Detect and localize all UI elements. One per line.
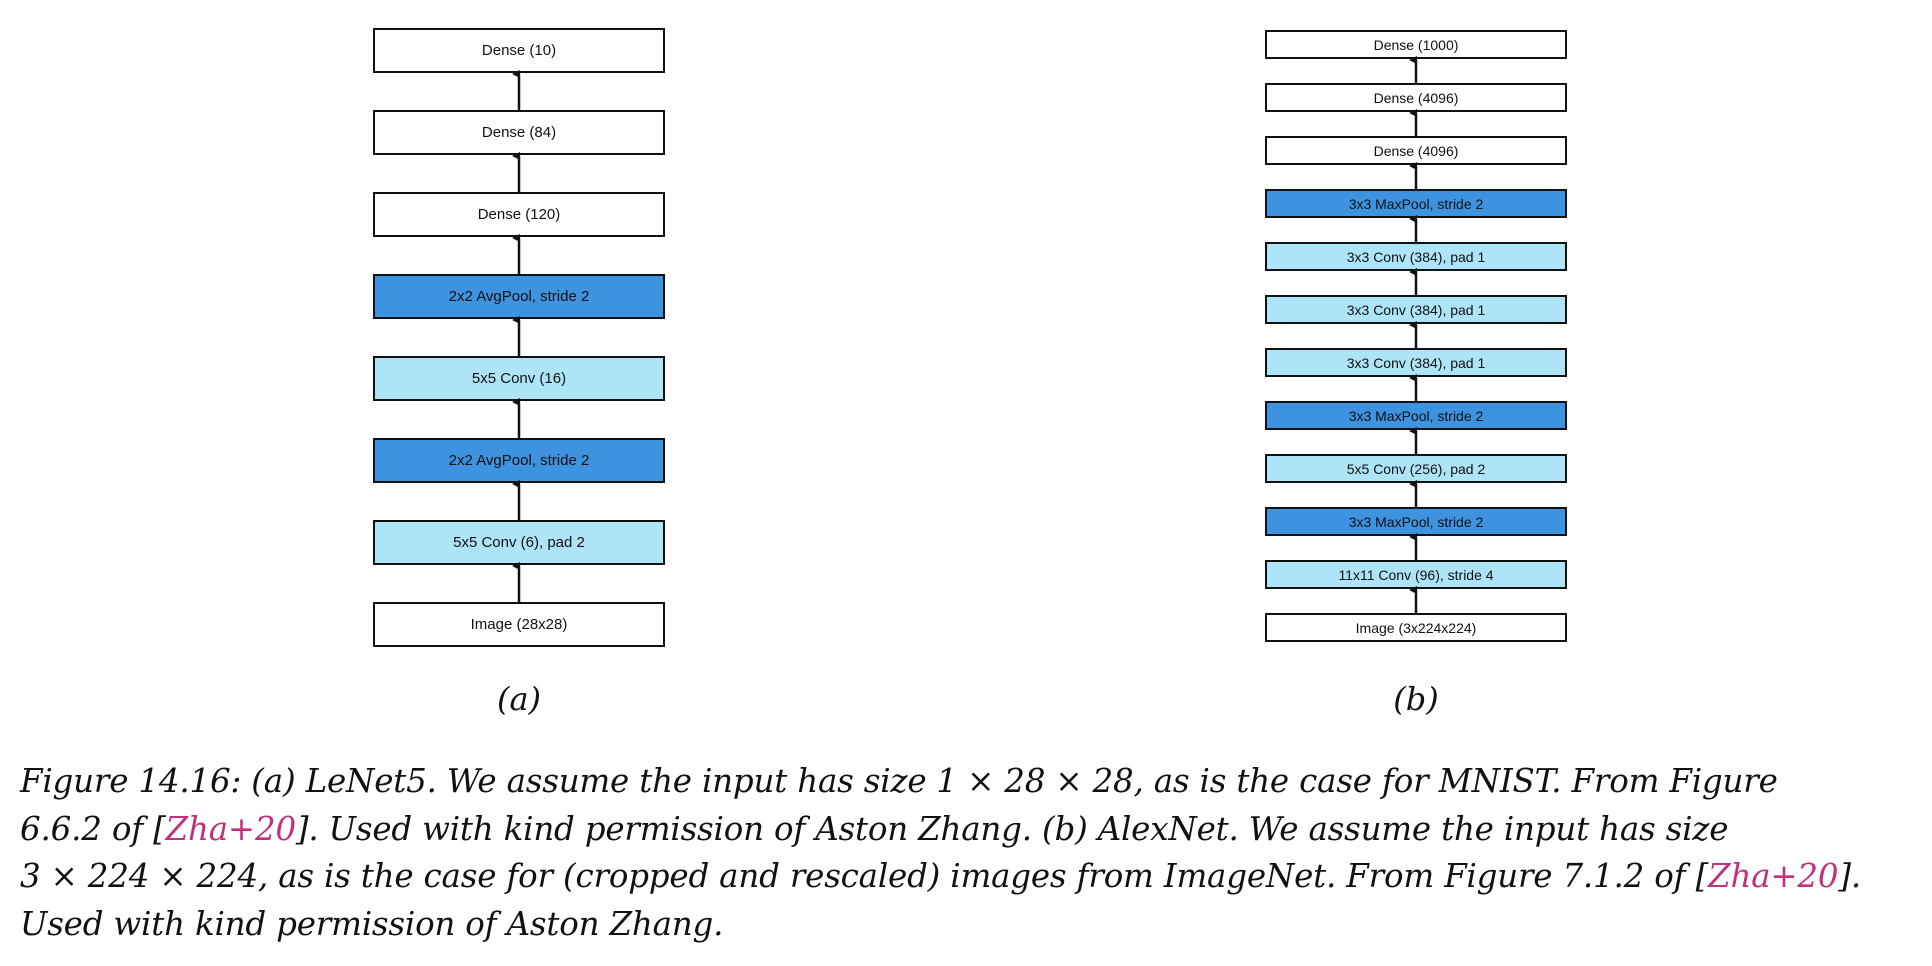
alexnet-layer-2: Dense (4096) [1265,83,1567,112]
lenet-layer-7: 5x5 Conv (6), pad 2 [373,520,665,565]
alexnet-layer-8: 3x3 MaxPool, stride 2 [1265,401,1567,430]
lenet-layer-4: 2x2 AvgPool, stride 2 [373,274,665,319]
lenet-layer-8: Image (28x28) [373,602,665,647]
citation-link[interactable]: Zha+20 [165,809,296,848]
caption-text: ]. [1838,857,1861,895]
alexnet-layer-5: 3x3 Conv (384), pad 1 [1265,242,1567,271]
figure-caption: Figure 14.16: (a) LeNet5. We assume the … [20,758,1915,948]
alexnet-layer-11: 11x11 Conv (96), stride 4 [1265,560,1567,589]
caption-text: ]. Used with kind permission of Aston Zh… [295,809,1729,848]
citation-link[interactable]: Zha+20 [1708,857,1839,895]
caption-text: 3 × 224 × 224, as is the case for (cropp… [20,857,1709,895]
alexnet-layer-4: 3x3 MaxPool, stride 2 [1265,189,1567,218]
alexnet-layer-6: 3x3 Conv (384), pad 1 [1265,295,1567,324]
caption-line-1: Figure 14.16: (a) LeNet5. We assume the … [20,762,1778,800]
caption-line-2: 6.6.2 of [Zha+20]. Used with kind permis… [20,806,1915,854]
alexnet-layer-10: 3x3 MaxPool, stride 2 [1265,507,1567,536]
lenet-layer-6: 2x2 AvgPool, stride 2 [373,438,665,483]
architecture-figure: Dense (10) Dense (84) Dense (120) 2x2 AvgPo… [373,28,1567,718]
caption-line-3: 3 × 224 × 224, as is the case for (cropp… [20,853,1915,901]
caption-text: 6.6.2 of [ [20,809,166,848]
alexnet-layer-9: 5x5 Conv (256), pad 2 [1265,454,1567,483]
lenet-layer-3: Dense (120) [373,192,665,237]
alexnet-layer-1: Dense (1000) [1265,30,1567,59]
flow-arrows [512,56,1418,613]
sub-caption-b: (b) [1393,680,1439,718]
lenet-layer-1: Dense (10) [373,28,665,73]
alexnet-layer-7: 3x3 Conv (384), pad 1 [1265,348,1567,377]
lenet-layer-5: 5x5 Conv (16) [373,356,665,401]
alexnet-layer-3: Dense (4096) [1265,136,1567,165]
alexnet-layer-12: Image (3x224x224) [1265,613,1567,642]
lenet-layer-2: Dense (84) [373,110,665,155]
caption-line-4: Used with kind permission of Aston Zhang… [20,904,724,943]
sub-caption-a: (a) [496,680,542,718]
